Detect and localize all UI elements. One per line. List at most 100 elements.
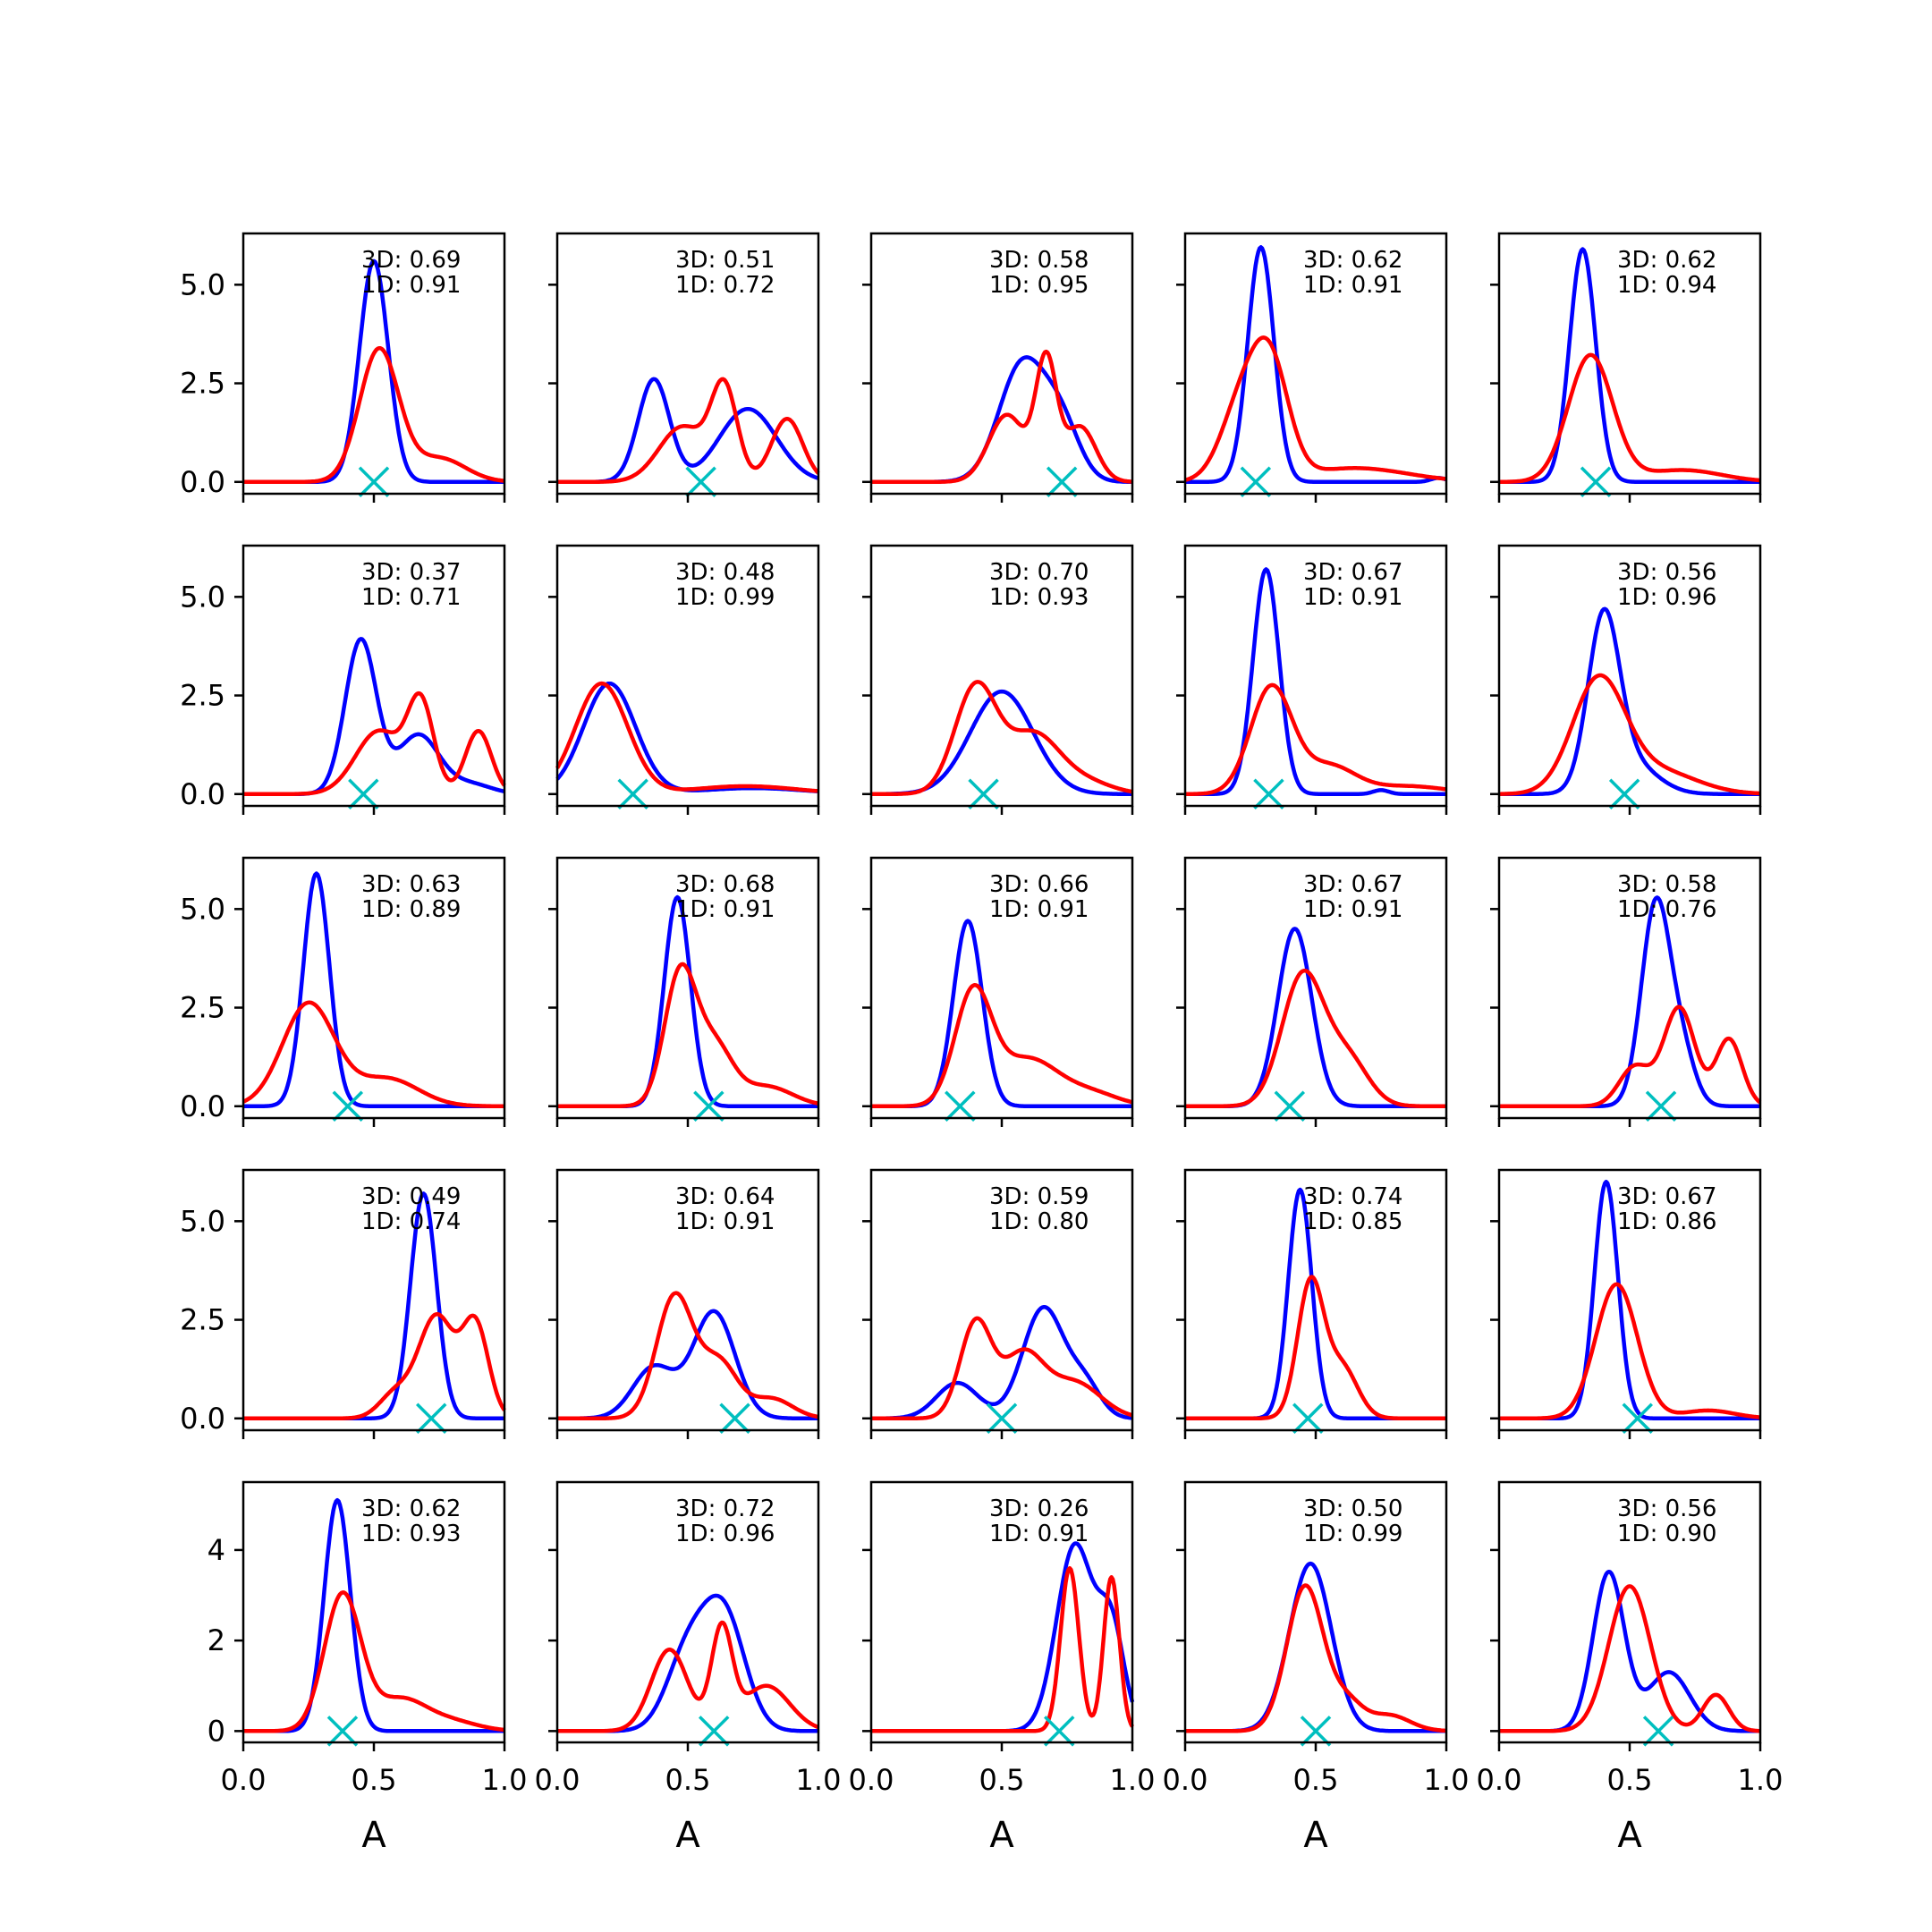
score-annotation: 3D: 0.37 [361, 559, 461, 586]
blue-density-line [1184, 567, 1447, 797]
score-annotation: 3D: 0.59 [989, 1183, 1089, 1210]
score-annotation: 3D: 0.64 [675, 1183, 775, 1210]
y-tick-label: 2.5 [180, 679, 225, 713]
score-annotation: 3D: 0.67 [1303, 871, 1402, 898]
score-annotation: 1D: 0.85 [1303, 1208, 1402, 1235]
score-annotation: 3D: 0.72 [675, 1496, 775, 1522]
y-tick-label: 2.5 [180, 367, 225, 401]
score-annotation: 1D: 0.95 [989, 272, 1089, 299]
blue-density-line [1184, 245, 1447, 485]
x-tick-label: 1.0 [796, 1763, 842, 1797]
score-annotation: 1D: 0.76 [1617, 896, 1716, 923]
y-tick-label: 2.5 [180, 1303, 225, 1337]
true-value-marker [1622, 1402, 1653, 1435]
score-annotation: 1D: 0.91 [1303, 896, 1402, 923]
score-annotation: 1D: 0.91 [1303, 272, 1402, 299]
true-value-marker [698, 1716, 730, 1747]
y-tick-label: 5.0 [180, 267, 225, 301]
score-annotation: 1D: 0.72 [675, 272, 775, 299]
score-annotation: 1D: 0.80 [989, 1208, 1089, 1235]
true-value-marker [986, 1402, 1018, 1435]
y-tick-label: 0.0 [180, 777, 225, 811]
true-value-marker [1240, 466, 1272, 498]
score-annotation: 3D: 0.63 [361, 871, 461, 898]
red-density-line [870, 349, 1133, 485]
true-value-marker [1608, 778, 1640, 810]
true-value-marker [1044, 1716, 1075, 1747]
x-tick-label: 0.5 [665, 1763, 711, 1797]
x-tick-label: 0.0 [535, 1763, 580, 1797]
x-tick-label: 0.5 [979, 1763, 1025, 1797]
true-value-marker [945, 1090, 976, 1123]
true-value-marker [693, 1090, 724, 1123]
red-density-line [1184, 1583, 1447, 1733]
red-density-line [242, 345, 505, 485]
y-tick-label: 0.0 [180, 1089, 225, 1123]
red-density-line [555, 681, 819, 793]
red-density-line [242, 691, 506, 797]
red-density-line [1184, 968, 1447, 1109]
score-annotation: 3D: 0.68 [675, 871, 775, 898]
red-density-line [870, 1316, 1133, 1421]
red-density-line [556, 377, 820, 485]
score-annotation: 1D: 0.86 [1617, 1208, 1716, 1235]
true-value-marker [326, 1716, 359, 1747]
score-annotation: 1D: 0.74 [361, 1208, 461, 1235]
y-tick-label: 0 [208, 1714, 225, 1748]
true-value-marker [416, 1402, 447, 1435]
red-density-line [870, 1565, 1134, 1733]
score-annotation: 3D: 0.74 [1303, 1183, 1402, 1210]
red-density-line [1498, 352, 1761, 484]
x-tick-label: 0.0 [1477, 1763, 1522, 1797]
score-annotation: 3D: 0.49 [361, 1183, 461, 1210]
x-tick-label: 1.0 [482, 1763, 528, 1797]
x-tick-label: 0.0 [221, 1763, 267, 1797]
score-annotation: 3D: 0.56 [1617, 1496, 1716, 1522]
y-tick-label: 5.0 [180, 1204, 225, 1238]
y-tick-label: 0.0 [180, 465, 225, 499]
score-annotation: 3D: 0.51 [675, 247, 775, 274]
score-annotation: 3D: 0.56 [1617, 559, 1716, 586]
score-annotation: 3D: 0.50 [1303, 1496, 1402, 1522]
score-annotation: 1D: 0.91 [675, 896, 775, 923]
x-tick-label: 0.5 [352, 1763, 397, 1797]
x-tick-label: 1.0 [1424, 1763, 1470, 1797]
x-tick-label: 0.0 [1163, 1763, 1208, 1797]
score-annotation: 1D: 0.94 [1617, 272, 1716, 299]
red-density-line [556, 1291, 819, 1421]
red-density-line [870, 983, 1133, 1109]
red-density-line [556, 1620, 819, 1733]
blue-density-line [870, 1305, 1133, 1421]
red-density-line [1498, 1282, 1761, 1421]
y-tick-label: 5.0 [180, 892, 225, 926]
x-axis-label: A [675, 1815, 700, 1856]
true-value-marker [332, 1090, 364, 1123]
score-annotation: 3D: 0.26 [989, 1496, 1089, 1522]
red-density-line [1498, 1584, 1761, 1733]
score-annotation: 3D: 0.69 [361, 247, 461, 274]
x-tick-label: 0.0 [849, 1763, 894, 1797]
red-density-line [242, 1590, 505, 1733]
blue-density-line [1498, 247, 1761, 485]
score-annotation: 3D: 0.66 [989, 871, 1089, 898]
true-value-marker [1645, 1090, 1677, 1123]
